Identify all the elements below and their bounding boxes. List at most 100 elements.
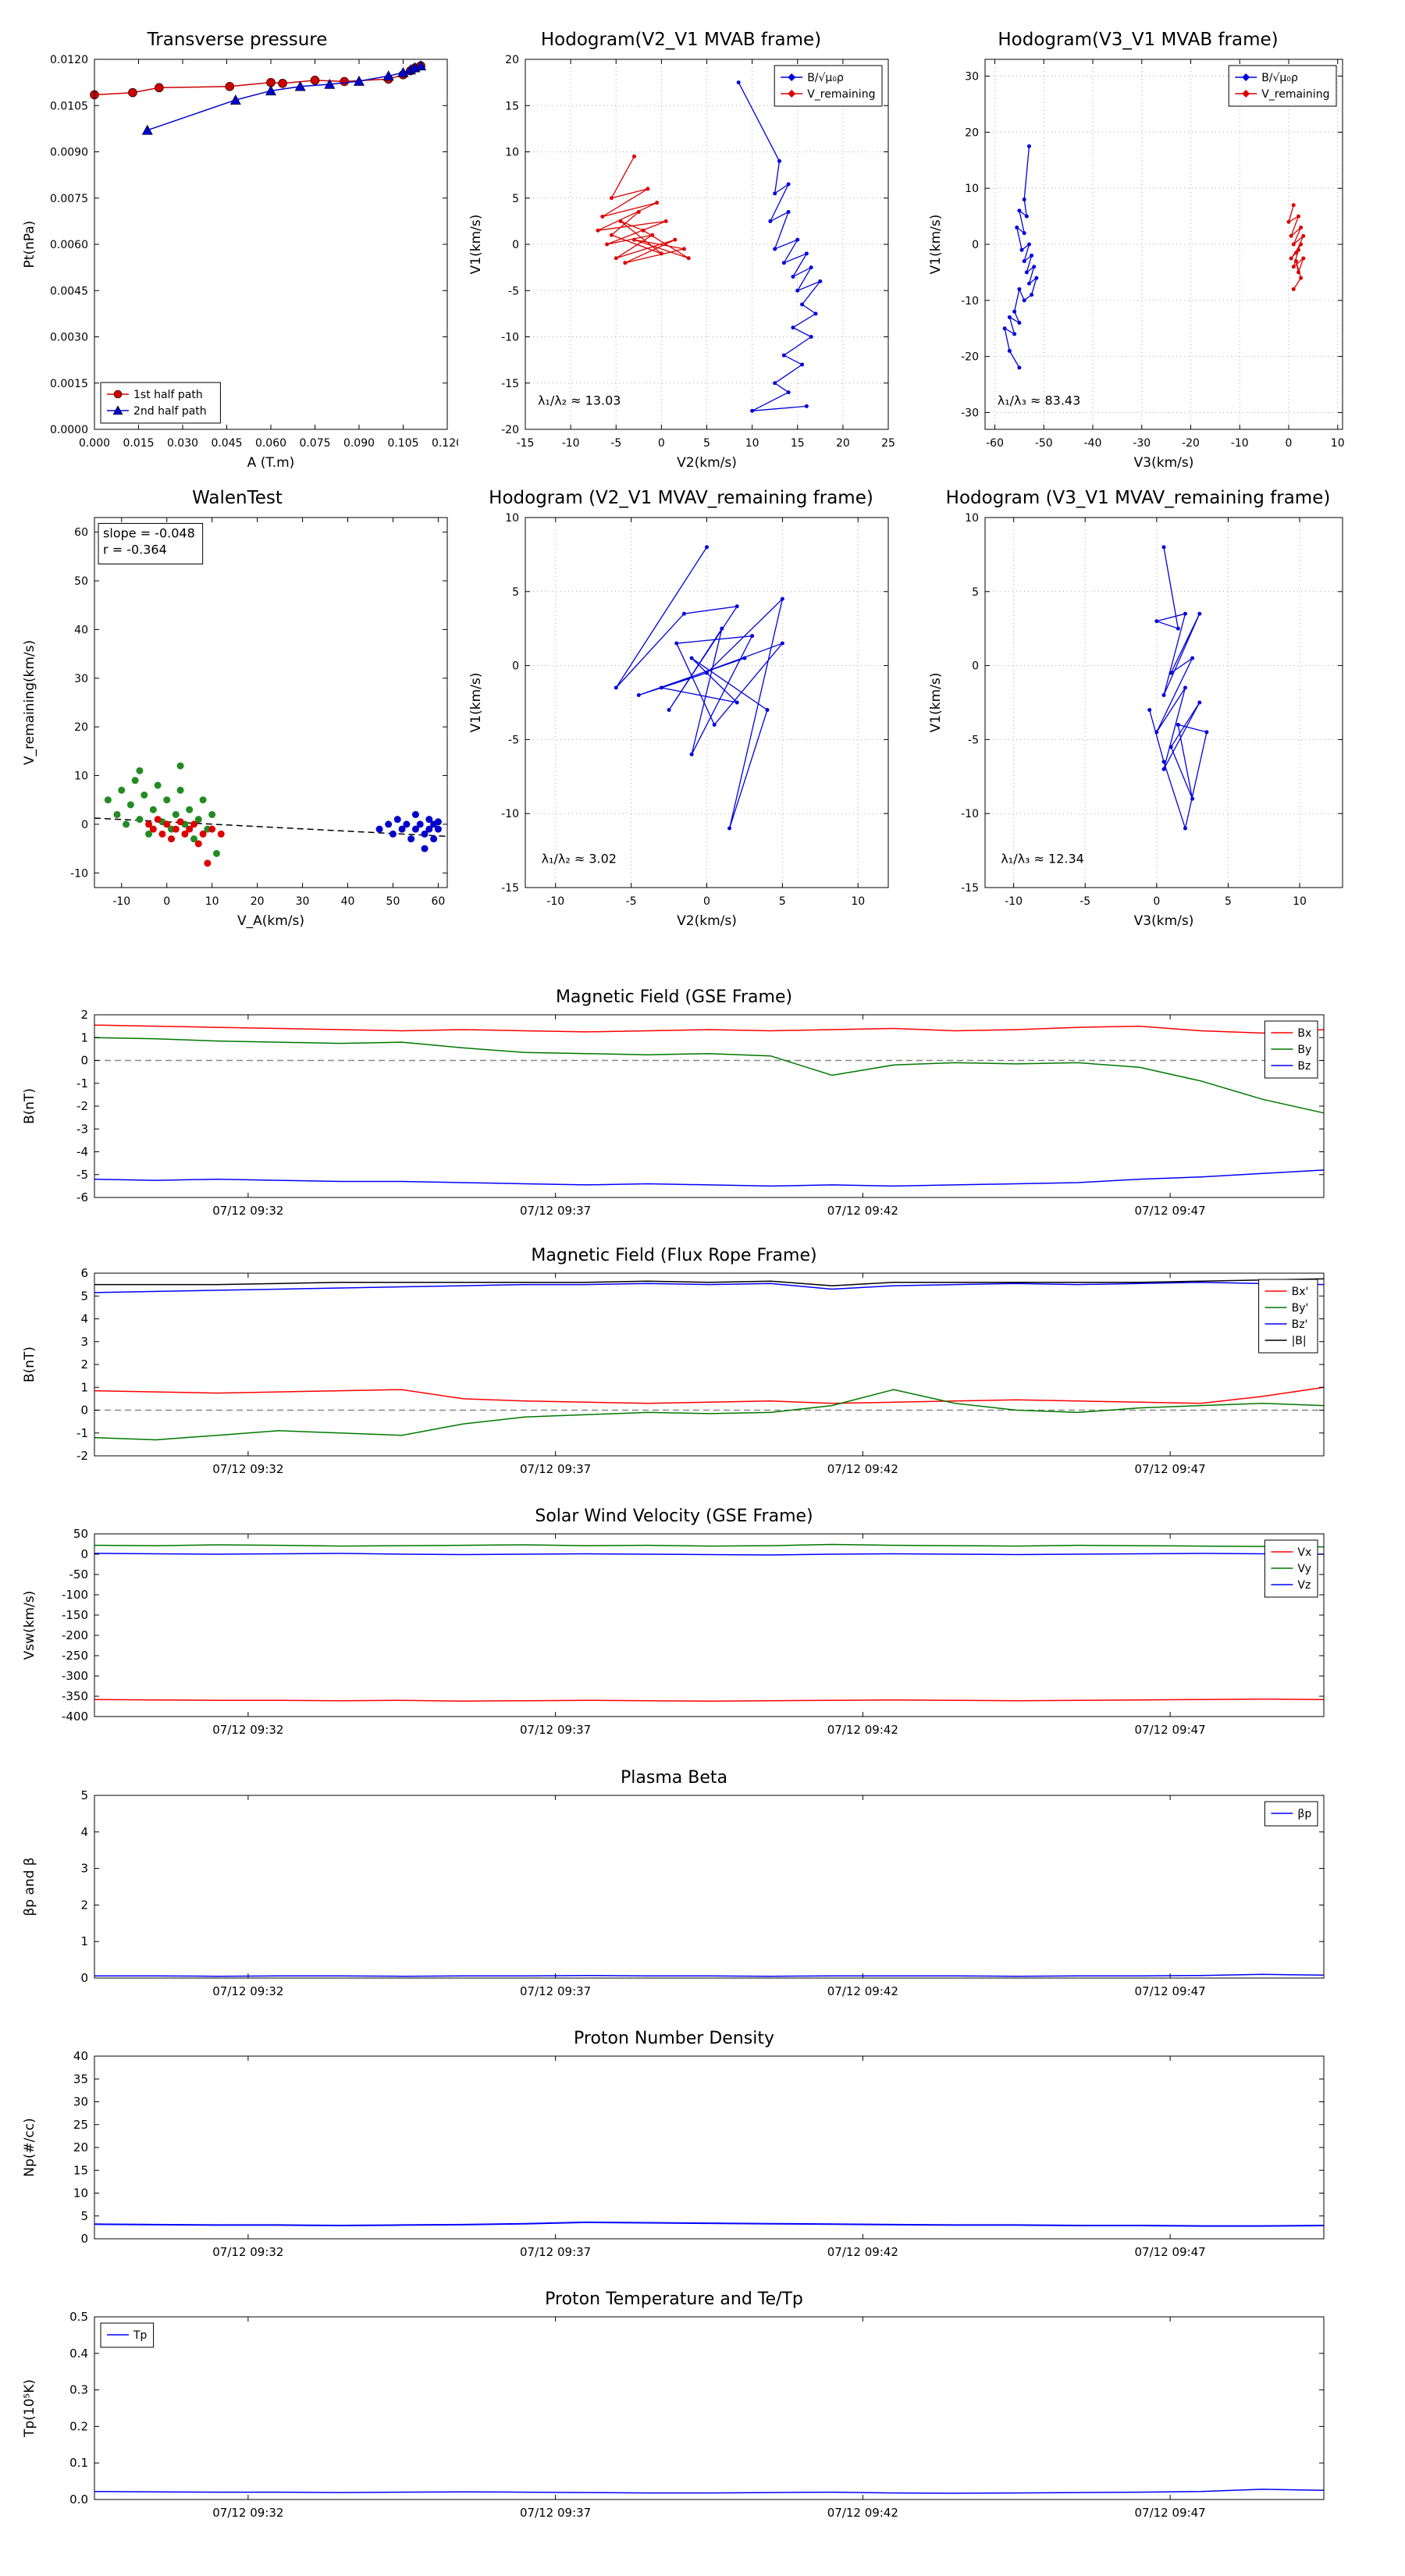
svg-text:07/12 09:47: 07/12 09:47 [1135,1984,1206,1998]
svg-text:Pt(nPa): Pt(nPa) [22,221,37,269]
svg-text:By': By' [1292,1302,1309,1315]
svg-text:2: 2 [80,1010,88,1022]
svg-text:λ₁/λ₃ ≈ 12.34: λ₁/λ₃ ≈ 12.34 [1001,852,1084,866]
svg-text:-10: -10 [961,808,979,820]
svg-text:20: 20 [836,437,850,450]
svg-text:5: 5 [1225,895,1232,908]
chart-title-magnetic-field-flux-rope: Magnetic Field (Flux Rope Frame) [531,1246,817,1265]
svg-text:10: 10 [73,2186,88,2201]
svg-text:07/12 09:47: 07/12 09:47 [1135,2506,1206,2520]
svg-text:10: 10 [505,512,519,525]
svg-text:0.4: 0.4 [69,2347,88,2361]
svg-text:-5: -5 [508,734,519,746]
svg-text:-60: -60 [986,437,1004,450]
svg-text:0: 0 [81,819,88,831]
svg-text:07/12 09:32: 07/12 09:32 [212,1204,283,1218]
svg-text:Vx: Vx [1297,1546,1311,1559]
svg-text:-10: -10 [546,895,564,908]
svg-text:Tp(10⁵K): Tp(10⁵K) [22,2379,37,2438]
svg-text:0.2: 0.2 [69,2419,88,2433]
svg-text:10: 10 [1331,437,1345,450]
svg-text:-10: -10 [112,895,130,908]
svg-text:-30: -30 [961,407,979,419]
svg-text:V1(km/s): V1(km/s) [468,215,484,275]
svg-text:07/12 09:42: 07/12 09:42 [827,1984,898,1998]
svg-text:30: 30 [965,71,979,84]
svg-text:0: 0 [80,1404,88,1418]
plot-proton-number-density: 07/12 09:32 07/12 09:37 07/12 09:42 07/12 0… [22,2051,1325,2259]
svg-text:A (T.m): A (T.m) [247,455,295,471]
svg-text:B/√μ₀ρ: B/√μ₀ρ [807,72,844,84]
chart-walen-test: WalenTest -10 0 10 20 30 40 50 60 -10 0 10 20 30 40 50… [16,480,458,948]
svg-text:20: 20 [73,2140,88,2154]
chart-title-plasma-beta: Plasma Beta [621,1768,727,1788]
svg-text:λ₁/λ₂ ≈ 3.02: λ₁/λ₂ ≈ 3.02 [542,852,617,866]
svg-text:0.0045: 0.0045 [50,285,88,297]
svg-text:-15: -15 [517,437,535,450]
chart-title-proton-number-density: Proton Number Density [574,2029,774,2048]
chart-title-hodogram-v3v1-mvab: Hodogram(V3_V1 MVAB frame) [998,30,1279,50]
svg-text:0: 0 [512,660,519,673]
chart-hodogram-v3v1-mvav: Hodogram (V3_V1 MVAV_remaining frame) -1… [923,480,1353,948]
svg-text:-5: -5 [626,895,637,908]
svg-text:λ₁/λ₃ ≈ 83.43: λ₁/λ₃ ≈ 83.43 [998,393,1081,408]
svg-text:07/12 09:47: 07/12 09:47 [1135,1723,1206,1737]
svg-text:-2: -2 [76,1449,88,1463]
svg-text:07/12 09:32: 07/12 09:32 [212,1462,283,1476]
svg-text:10: 10 [74,770,88,783]
chart-hodogram-v2v1-mvab: Hodogram(V2_V1 MVAB frame) -15 -10 -5 0 5 10 1… [463,22,899,490]
svg-text:V1(km/s): V1(km/s) [928,215,944,275]
svg-text:0.120: 0.120 [432,437,458,450]
svg-text:Bz: Bz [1297,1060,1311,1073]
chart-hodogram-v3v1-mvab: Hodogram(V3_V1 MVAB frame) -60 -50 -40 -30-… [923,22,1353,490]
svg-text:10: 10 [1293,895,1307,908]
chart-title-transverse-pressure: Transverse pressure [147,30,328,50]
svg-text:-3: -3 [76,1122,88,1136]
svg-text:0.075: 0.075 [299,437,330,450]
svg-text:0.090: 0.090 [343,437,375,450]
svg-text:3: 3 [80,1862,88,1876]
svg-text:-5: -5 [508,285,519,297]
svg-text:07/12 09:42: 07/12 09:42 [827,2245,898,2259]
svg-text:0: 0 [1286,437,1293,450]
svg-text:40: 40 [73,2051,88,2063]
svg-text:15: 15 [73,2163,88,2177]
svg-text:0: 0 [163,895,170,908]
svg-text:20: 20 [505,54,519,66]
plot-plasma-beta: 07/12 09:32 07/12 09:37 07/12 09:42 07/12 0… [22,1791,1325,1998]
svg-text:5: 5 [972,586,979,599]
svg-text:-15: -15 [501,378,519,390]
svg-text:Bx': Bx' [1292,1286,1309,1298]
svg-text:V2(km/s): V2(km/s) [677,455,737,471]
svg-text:V_remaining(km/s): V_remaining(km/s) [22,640,37,765]
svg-text:0.3: 0.3 [69,2383,88,2397]
svg-text:V3(km/s): V3(km/s) [1134,455,1194,471]
svg-text:2: 2 [80,1357,88,1372]
svg-text:-250: -250 [62,1649,88,1663]
svg-text:5: 5 [80,2209,88,2223]
svg-text:07/12 09:47: 07/12 09:47 [1135,2245,1206,2259]
svg-text:-1: -1 [76,1426,88,1440]
svg-text:0.0075: 0.0075 [50,193,88,205]
svg-text:07/12 09:32: 07/12 09:32 [212,2506,283,2520]
chart-title-proton-temperature: Proton Temperature and Te/Tp [545,2290,803,2309]
svg-text:20: 20 [74,721,88,734]
chart-magnetic-field-gse: Magnetic Field (GSE Frame) 07/12 09:32 07… [16,982,1332,1236]
svg-text:Bz': Bz' [1292,1318,1308,1331]
plot-magnetic-field-gse: 07/12 09:32 07/12 09:37 07/12 09:42 07/12 0… [22,1010,1325,1218]
svg-text:V1(km/s): V1(km/s) [468,673,484,733]
svg-text:0: 0 [972,660,979,673]
svg-text:-20: -20 [501,424,519,436]
svg-text:0.060: 0.060 [255,437,286,450]
svg-text:3: 3 [80,1335,88,1349]
svg-text:-10: -10 [1005,895,1023,908]
svg-text:-300: -300 [62,1669,88,1683]
svg-text:V3(km/s): V3(km/s) [1134,913,1194,929]
svg-text:4: 4 [80,1825,88,1839]
svg-text:07/12 09:47: 07/12 09:47 [1135,1462,1206,1476]
svg-text:0: 0 [80,2232,88,2246]
svg-text:40: 40 [74,624,88,636]
svg-text:0.0120: 0.0120 [50,54,88,66]
svg-text:-400: -400 [62,1710,88,1724]
